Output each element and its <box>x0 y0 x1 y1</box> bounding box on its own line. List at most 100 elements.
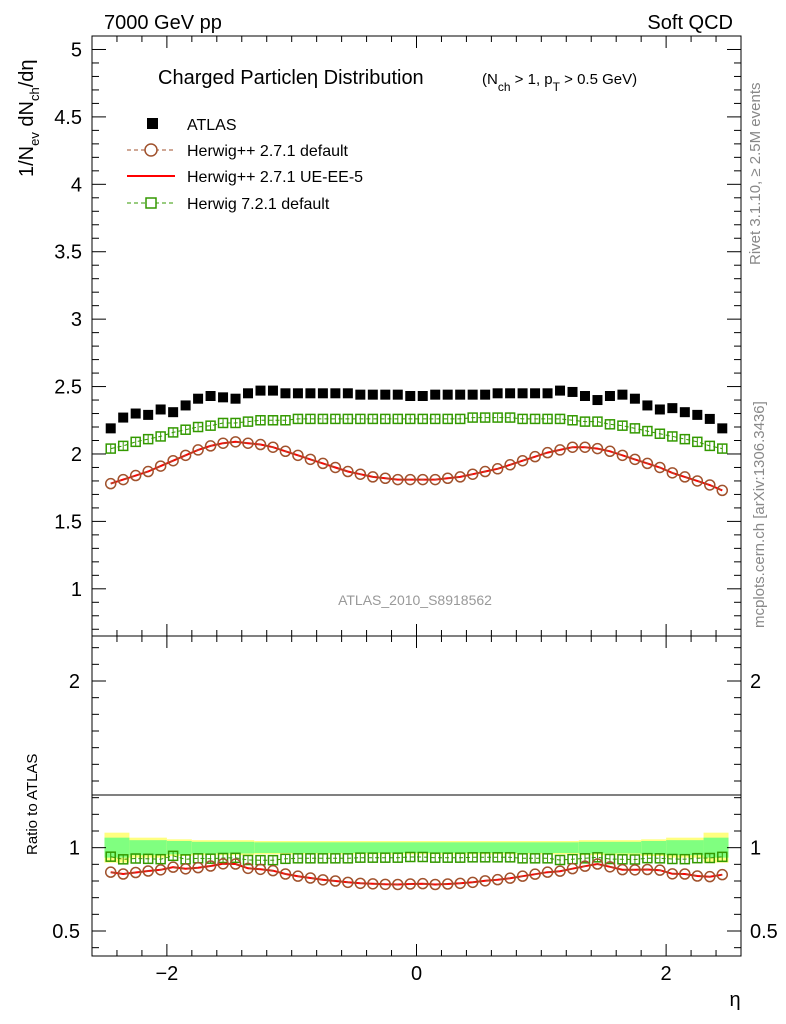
main-herwig7-point <box>592 416 603 427</box>
ratio-herwigpp-default-point <box>142 865 154 877</box>
main-herwig7-point <box>692 436 703 448</box>
ratio-herwig7-point <box>130 853 141 864</box>
main-herwigpp-default-point <box>229 436 242 448</box>
main-herwigpp-default-point <box>242 437 254 449</box>
ratio-herwig7-point <box>392 852 404 863</box>
ratio-inner-band <box>703 837 729 858</box>
ratio-herwigpp-default-point <box>541 866 554 878</box>
main-atlas-point <box>542 388 553 399</box>
main-atlas-point <box>517 388 528 399</box>
main-data-layer <box>104 385 729 497</box>
ratio-inner-band <box>254 842 579 853</box>
main-atlas-point <box>218 392 229 403</box>
ratio-herwig7-point <box>442 852 453 863</box>
main-y-tick-label: 2.5 <box>54 377 82 399</box>
main-herwig7-point <box>617 420 628 431</box>
main-herwig7-point <box>167 427 179 438</box>
ratio-herwig7-point <box>242 854 254 866</box>
main-herwigpp-default-point <box>466 468 479 480</box>
main-herwigpp-default-point <box>704 479 716 491</box>
main-y-tick-label: 4 <box>71 174 82 196</box>
ratio-herwigpp-default-point <box>566 862 579 875</box>
ratio-y-tick-label: 0.5 <box>52 921 80 943</box>
ratio-herwigpp-default-point <box>254 863 267 876</box>
ratio-herwig7-point <box>579 853 591 864</box>
main-herwig7-point <box>504 412 516 423</box>
main-atlas-point <box>617 389 628 400</box>
ratio-herwigpp-default-point <box>379 878 392 891</box>
ratio-herwig7-point <box>330 853 341 864</box>
ratio-herwigpp-default-point <box>704 870 716 883</box>
main-herwigpp-default-point <box>579 441 591 453</box>
main-atlas-point <box>654 404 665 415</box>
main-herwigpp-default-point <box>204 440 217 452</box>
ratio-herwigpp-default-point <box>529 868 541 880</box>
ratio-herwigpp-default-point <box>629 864 641 876</box>
legend-entry-label: ATLAS <box>187 117 237 134</box>
main-herwig7-point <box>667 431 678 442</box>
x-tick-label: 0 <box>411 963 422 985</box>
ratio-herwig7-point <box>704 852 716 864</box>
main-atlas-point <box>130 408 141 419</box>
main-herwigpp-default-point <box>279 445 292 458</box>
main-herwigpp-default-point <box>529 450 541 463</box>
x-tick-label: −2 <box>155 963 178 985</box>
main-herwig7-point <box>217 417 229 429</box>
main-atlas-point <box>292 388 303 399</box>
ratio-herwigpp-default-point <box>104 866 117 878</box>
main-herwigpp-default-point <box>404 473 417 486</box>
ratio-herwig7-point <box>492 852 503 863</box>
cuts-open: (N <box>482 71 498 88</box>
main-herwigpp-default-point <box>516 454 529 467</box>
main-herwigpp-default-point <box>154 460 167 472</box>
main-herwigpp-default-point <box>616 449 629 462</box>
main-herwigpp-default-point <box>179 449 192 462</box>
main-atlas-point <box>205 391 216 401</box>
main-herwig7-point <box>492 412 503 423</box>
main-atlas-point <box>105 423 116 434</box>
ratio-herwigpp-default-point <box>292 870 304 882</box>
main-herwig7-point <box>642 425 653 437</box>
main-atlas-point <box>642 400 653 411</box>
main-atlas-point <box>405 391 416 401</box>
ratio-inner-band <box>578 841 642 854</box>
legend-atlas-marker <box>147 118 158 129</box>
ratio-herwigpp-default-point <box>616 863 629 876</box>
main-herwigpp-default-point <box>217 437 229 449</box>
ratio-plot-frame <box>91 635 742 957</box>
ratio-herwigpp-default-point <box>691 870 704 882</box>
main-herwig7-point <box>342 413 354 425</box>
ratio-herwigpp-default-point <box>429 878 441 891</box>
main-herwigpp-default-point <box>329 461 342 474</box>
main-herwig7-point <box>704 440 716 452</box>
ratio-inner-band <box>129 840 167 856</box>
main-atlas-point <box>193 393 204 404</box>
main-herwig7-point <box>305 413 316 425</box>
ratio-herwig7-point <box>504 852 516 863</box>
main-herwigpp-default-point <box>666 467 679 479</box>
ratio-herwigpp-default-point <box>479 875 491 887</box>
ratio-herwigpp-default-point <box>404 878 417 890</box>
ratio-herwig7-point <box>205 853 216 864</box>
ratio-herwig7-point <box>454 852 466 863</box>
ratio-herwig7-point <box>617 854 628 865</box>
main-herwig7-point <box>392 413 404 425</box>
rivet-version-label: Rivet 3.1.10, ≥ 2.5M events <box>747 83 764 266</box>
main-atlas-point <box>667 403 678 414</box>
main-atlas-point <box>255 385 266 396</box>
ratio-herwigpp-default-point <box>367 878 379 890</box>
main-square-dashed-line <box>110 417 723 450</box>
cuts-close: > 0.5 GeV) <box>560 71 637 88</box>
ratio-herwigpp-default-point <box>441 878 454 890</box>
main-herwigpp-default-point <box>317 457 329 470</box>
ratio-herwig7-point <box>292 853 304 864</box>
main-atlas-point <box>392 389 403 400</box>
ratio-inner-band <box>666 840 704 856</box>
ratio-herwigpp-default-point <box>167 861 179 873</box>
main-atlas-point <box>230 393 241 404</box>
main-atlas-point <box>505 388 516 399</box>
ratio-herwigpp-default-point <box>129 866 142 879</box>
main-herwig7-point <box>380 413 391 425</box>
main-herwig7-point <box>567 415 578 426</box>
